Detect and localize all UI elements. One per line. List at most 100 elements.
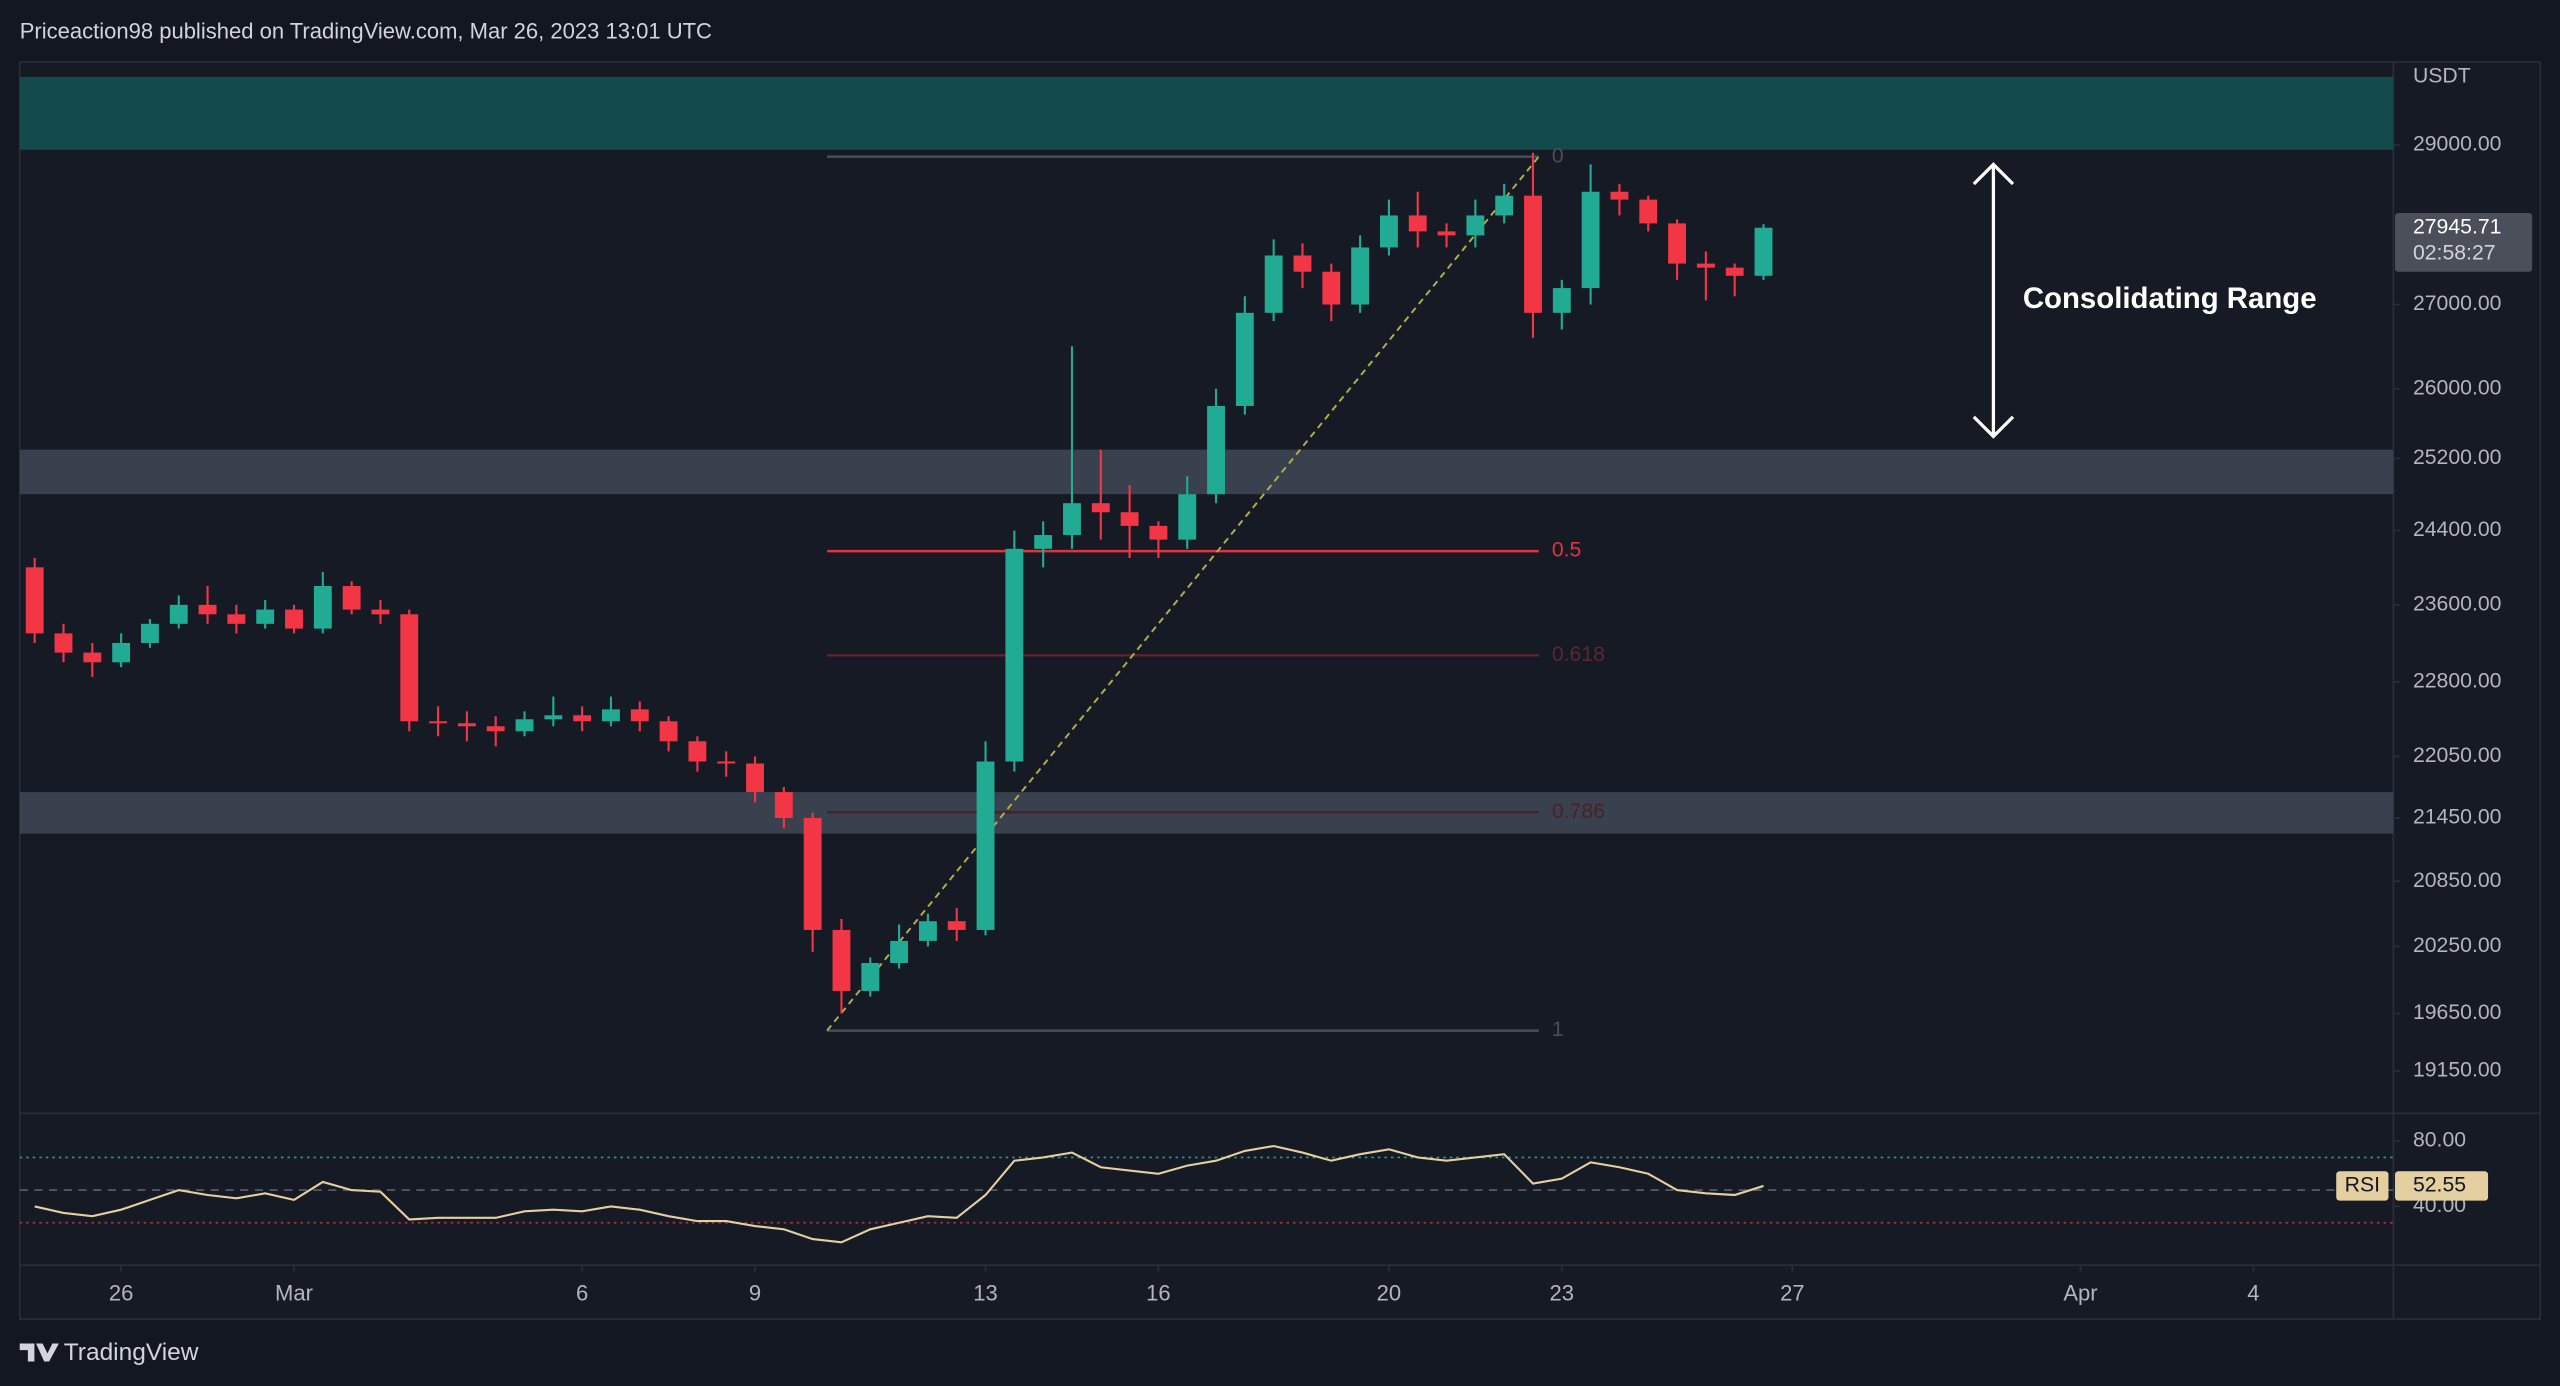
fib-label: 1 — [1552, 1018, 1564, 1041]
candle-body — [746, 763, 764, 793]
candle-body — [371, 609, 390, 615]
candle-body — [717, 761, 736, 764]
countdown-label: 02:58:27 — [2413, 241, 2496, 264]
y-tick-label: 25200.00 — [2413, 446, 2502, 469]
y-tick-label: 29000.00 — [2413, 133, 2502, 156]
candle-body — [1264, 255, 1283, 313]
x-tick-label: 4 — [2247, 1280, 2259, 1305]
candle-body — [1235, 312, 1254, 406]
candle-body — [1379, 215, 1398, 248]
candle-body — [630, 709, 649, 722]
candle-body — [400, 614, 419, 722]
candle-body — [1524, 195, 1542, 313]
candle-body — [1639, 199, 1658, 224]
x-tick-label: 20 — [1377, 1280, 1402, 1305]
candle-body — [602, 709, 620, 722]
candle-body — [169, 604, 188, 624]
y-tick-label: 24400.00 — [2413, 518, 2502, 541]
fib-label: 0.786 — [1552, 800, 1605, 823]
candle-body — [544, 715, 563, 720]
fib-trend-line — [826, 156, 1540, 1032]
candle-body — [1063, 503, 1081, 536]
last-price-label: 27945.71 — [2413, 215, 2502, 238]
rsi-line — [34, 1144, 1764, 1244]
candle-body — [1322, 271, 1341, 305]
candle-body — [54, 633, 73, 653]
main-pane: 0 0.5 0.618 0.786 1 Consolidating Range — [19, 76, 2394, 1041]
candle-body — [1178, 494, 1197, 540]
candle-body — [1552, 288, 1571, 313]
x-tick-label: 13 — [973, 1280, 998, 1305]
candle-body — [890, 940, 909, 964]
fib-label: 0.5 — [1552, 539, 1582, 562]
x-tick-label: 9 — [749, 1280, 761, 1305]
candle-body — [659, 721, 678, 742]
candle-body — [1091, 503, 1110, 513]
candle-body — [1149, 525, 1168, 540]
last-price-box — [2395, 213, 2533, 272]
candle-body — [1754, 227, 1773, 276]
candle-body — [861, 963, 880, 991]
candle-body — [342, 586, 361, 610]
logo-icon — [19, 1343, 59, 1362]
rsi-value-box — [2395, 1171, 2489, 1201]
candle-body — [1581, 191, 1600, 289]
candle-body — [429, 721, 448, 724]
y-tick-label: 27000.00 — [2413, 292, 2502, 315]
x-tick-label: Apr — [2063, 1280, 2097, 1305]
arrow-head — [1972, 162, 2015, 186]
fib-label: 0.618 — [1552, 643, 1605, 666]
candle-body — [774, 792, 793, 818]
candle-body — [1466, 215, 1485, 236]
x-tick-label: 26 — [109, 1280, 134, 1305]
candle-body — [256, 609, 275, 624]
x-tick-label: 6 — [576, 1280, 588, 1305]
x-tick-label: 27 — [1780, 1280, 1804, 1305]
candle-body — [803, 817, 822, 930]
candle-body — [976, 761, 995, 930]
candle-body — [1437, 231, 1456, 236]
footer-logo: TradingView — [19, 1339, 199, 1366]
candle-body — [947, 921, 966, 930]
candle-body — [313, 586, 332, 629]
y-tick-label: 19150.00 — [2413, 1059, 2502, 1082]
candle-body — [1495, 195, 1514, 216]
candle-body — [83, 652, 102, 663]
fib-label: 0 — [1552, 144, 1564, 167]
candle-body — [832, 929, 851, 991]
candle-body — [515, 719, 534, 732]
candle-body — [285, 609, 303, 629]
rsi-name-box — [2336, 1171, 2389, 1201]
candle-body — [198, 604, 217, 615]
zone — [19, 449, 2394, 495]
rsi-tick-label: 80.00 — [2413, 1129, 2466, 1152]
candle-body — [1351, 247, 1370, 305]
candle-body — [1610, 191, 1629, 200]
candle-body — [141, 623, 159, 643]
candle-body — [1005, 548, 1024, 762]
y-tick-label: 19650.00 — [2413, 1001, 2502, 1024]
candle-body — [457, 723, 476, 727]
y-tick-label: 26000.00 — [2413, 376, 2502, 399]
candle-body — [227, 614, 246, 624]
header-text: Priceaction98 published on TradingView.c… — [20, 18, 712, 43]
y-tick-label: 22800.00 — [2413, 669, 2502, 692]
candle-body — [1293, 255, 1312, 272]
candle-body — [1668, 223, 1686, 264]
rsi-name: RSI — [2345, 1174, 2380, 1197]
candle-body — [486, 726, 505, 732]
footer-text: TradingView — [64, 1339, 199, 1366]
x-tick-label: 23 — [1550, 1280, 1575, 1305]
candle-body — [1408, 215, 1427, 232]
x-tick-label: 16 — [1146, 1280, 1171, 1305]
x-tick-label: Mar — [275, 1280, 313, 1305]
zone — [19, 76, 2394, 150]
candle-body — [573, 715, 592, 722]
candle-body — [25, 567, 44, 634]
y-tick-label: 20250.00 — [2413, 934, 2502, 957]
candle-body — [1120, 512, 1139, 526]
candle-body — [688, 741, 707, 762]
candle-body — [1696, 263, 1715, 268]
